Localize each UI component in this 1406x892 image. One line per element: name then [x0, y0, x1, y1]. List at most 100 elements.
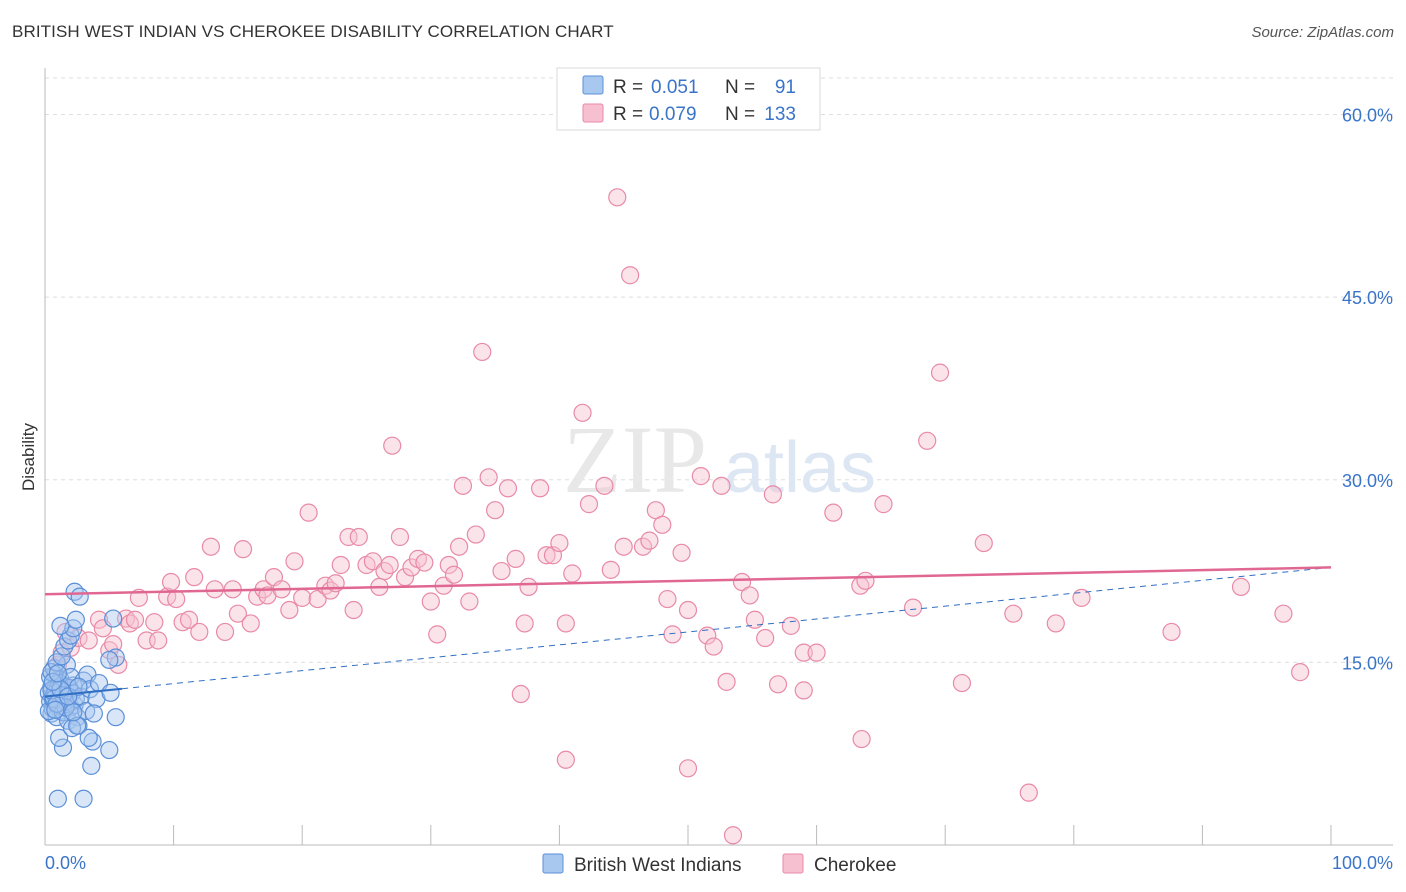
- cherokee-point: [531, 479, 550, 498]
- cherokee-point: [511, 684, 530, 704]
- cherokee-point: [1072, 588, 1091, 607]
- british-west-indians-point: [50, 728, 69, 747]
- cherokee-point: [125, 610, 145, 629]
- y-tick-label: 45.0%: [1342, 288, 1393, 308]
- cherokee-point: [179, 610, 199, 629]
- cherokee-point: [89, 610, 109, 629]
- blue-trend-solid: [44, 687, 123, 698]
- legend-r-value-pink: 0.079: [649, 104, 697, 125]
- cherokee-point: [930, 363, 950, 382]
- cherokee-point: [201, 537, 220, 556]
- legend-swatch-pink: [582, 103, 604, 123]
- british-west-indians-point: [106, 708, 125, 727]
- cherokee-point: [129, 588, 148, 607]
- legend-n-label-blue: N =: [725, 77, 755, 98]
- british-west-indians-point: [43, 672, 62, 691]
- y-tick-label: 15.0%: [1342, 653, 1393, 673]
- british-west-indians-point: [42, 663, 61, 682]
- cherokee-point: [856, 571, 875, 590]
- cherokee-point: [280, 600, 299, 620]
- cherokee-point: [167, 589, 186, 609]
- cherokee-point: [550, 533, 569, 553]
- y-tick-label: 30.0%: [1342, 471, 1393, 491]
- cherokee-point: [339, 527, 358, 547]
- source-label: Source: ZipAtlas.com: [1251, 24, 1394, 41]
- cherokee-point: [745, 610, 764, 629]
- pink-trend-line: [44, 566, 1332, 596]
- cherokee-point: [479, 468, 498, 487]
- y-axis-labels: 15.0% 30.0% 45.0% 60.0%: [1342, 106, 1393, 674]
- cherokee-point: [672, 543, 691, 562]
- cherokee-point: [228, 604, 247, 623]
- cherokee-point: [390, 527, 410, 547]
- cherokee-point: [215, 622, 235, 642]
- legend-n-label-pink: N =: [725, 104, 755, 125]
- cherokee-point: [519, 577, 538, 596]
- chart-title: BRITISH WEST INDIAN VS CHEROKEE DISABILI…: [12, 22, 614, 41]
- cherokee-point: [285, 552, 304, 571]
- bottom-legend-swatch-blue: [542, 853, 564, 874]
- cherokee-point: [579, 495, 599, 514]
- bottom-legend-label-pink: Cherokee: [814, 855, 896, 876]
- cherokee-point: [79, 631, 98, 650]
- british-west-indians-point: [100, 740, 119, 760]
- cherokee-point: [621, 266, 640, 285]
- y-axis-title: Disability: [19, 422, 38, 491]
- british-west-indians-point: [69, 677, 88, 696]
- watermark-atlas: atlas: [724, 428, 876, 508]
- cherokee-point: [781, 616, 800, 635]
- cherokee-point: [380, 555, 399, 575]
- cherokee-point: [190, 622, 209, 642]
- cherokee-point: [293, 588, 312, 607]
- cherokee-point: [421, 592, 440, 611]
- cherokee-point: [698, 626, 717, 645]
- british-west-indians-point: [48, 789, 67, 808]
- cherokee-point: [852, 729, 871, 749]
- cherokee-point: [439, 555, 458, 575]
- cherokee-point: [678, 600, 698, 620]
- cherokee-point: [601, 560, 620, 579]
- y-tick-label: 60.0%: [1342, 106, 1393, 126]
- cherokee-point: [241, 614, 260, 633]
- british-west-indians-point: [80, 680, 100, 699]
- cherokee-point: [918, 431, 937, 450]
- cherokee-point: [109, 655, 128, 674]
- cherokee-point: [794, 681, 813, 700]
- cherokee-point: [1274, 604, 1293, 623]
- british-west-indians-point: [46, 700, 65, 719]
- cherokee-point: [556, 614, 575, 633]
- cherokee-point: [640, 531, 659, 550]
- cherokee-point: [658, 589, 677, 609]
- british-west-indians-point: [82, 756, 101, 775]
- cherokee-points: [48, 188, 1310, 845]
- cherokee-point: [383, 436, 402, 455]
- british-west-indians-point: [53, 738, 73, 757]
- british-west-indians-point: [101, 683, 120, 702]
- cherokee-point: [444, 565, 464, 584]
- british-west-indians-point: [65, 582, 84, 601]
- cherokee-point: [344, 600, 363, 620]
- cherokee-point: [595, 476, 614, 495]
- cherokee-point: [460, 592, 479, 611]
- cherokee-point: [506, 549, 525, 568]
- legend-r-label-blue: R =: [613, 77, 643, 98]
- cherokee-point: [1291, 663, 1310, 682]
- british-west-indians-point: [74, 789, 93, 808]
- cherokee-point: [299, 503, 318, 522]
- grid-lines: [45, 77, 1393, 663]
- cherokee-point: [903, 598, 923, 617]
- cherokee-point: [768, 675, 788, 694]
- cherokee-point: [492, 561, 511, 581]
- cherokee-point: [717, 672, 736, 691]
- cherokee-point: [1231, 577, 1251, 596]
- cherokee-point: [874, 495, 893, 514]
- cherokee-point: [466, 525, 485, 544]
- cherokee-point: [149, 631, 168, 650]
- cherokee-point: [974, 533, 993, 553]
- cherokee-point: [952, 673, 972, 693]
- cherokee-point: [145, 613, 164, 632]
- axes: [44, 68, 1393, 846]
- british-west-indians-point: [84, 704, 103, 723]
- cherokee-point: [233, 540, 253, 559]
